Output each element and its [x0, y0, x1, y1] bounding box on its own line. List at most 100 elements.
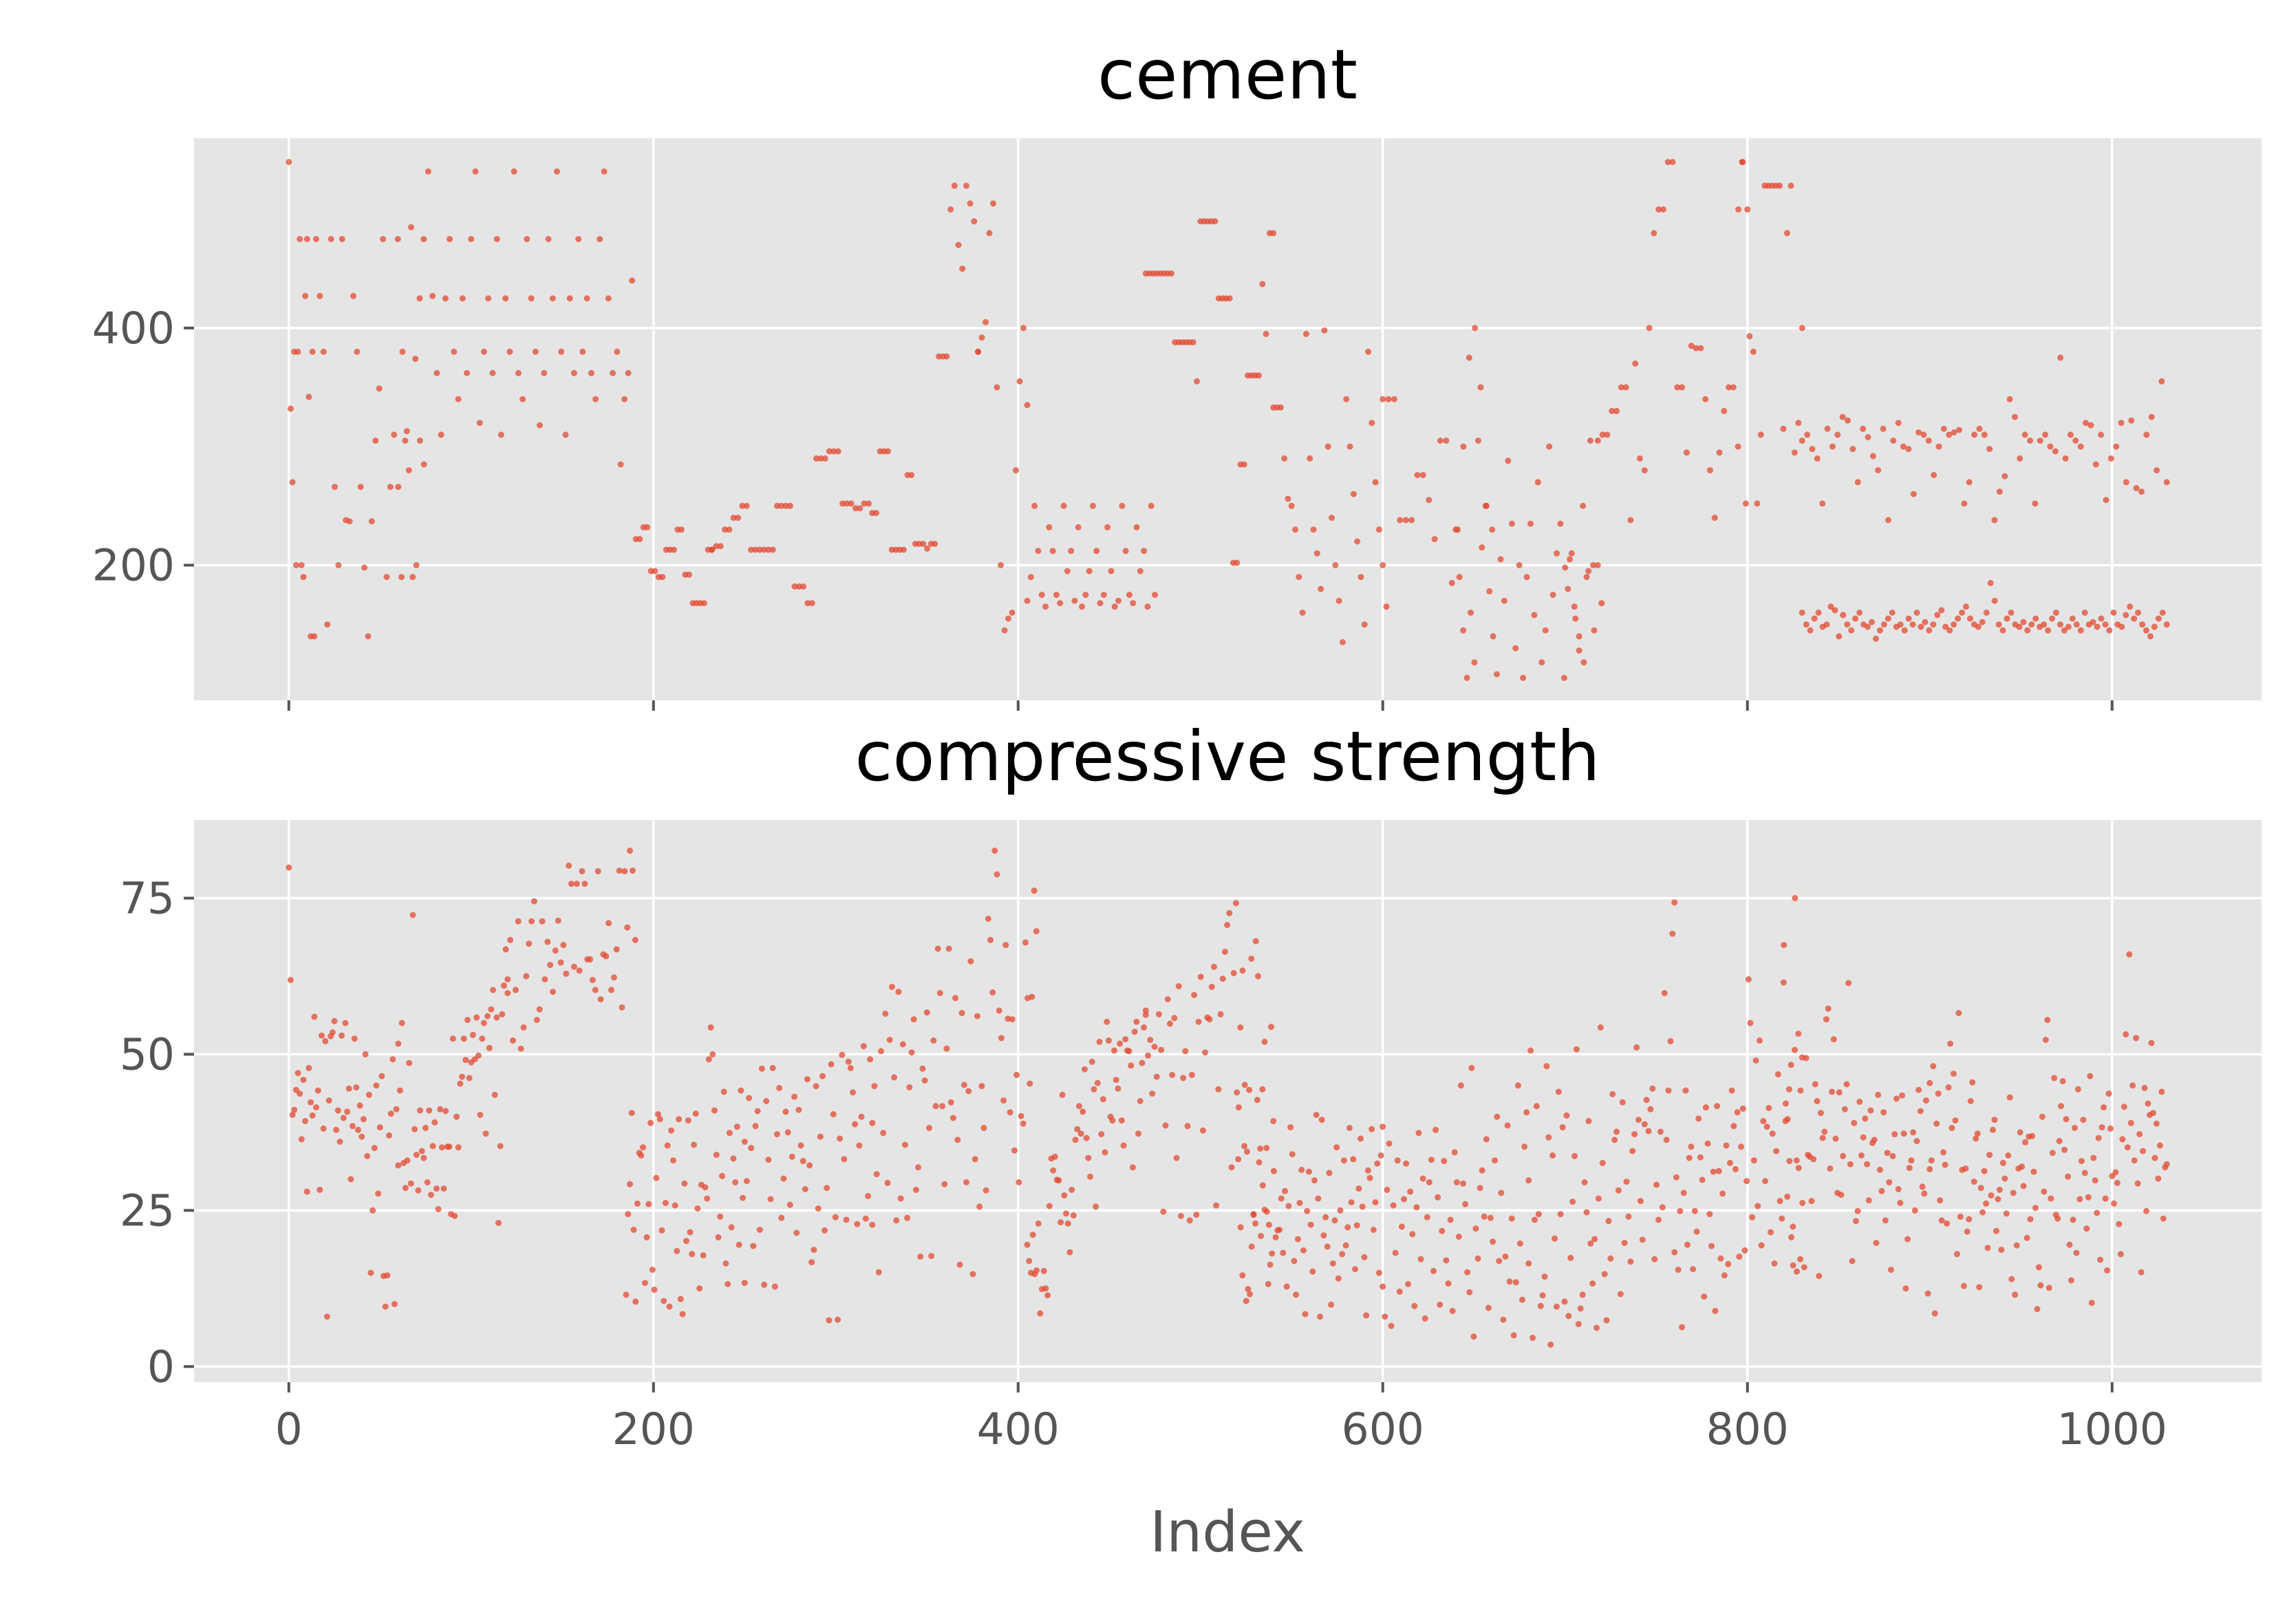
- data-point: [1955, 427, 1962, 433]
- data-point: [287, 405, 294, 412]
- data-point: [2066, 1241, 2073, 1248]
- data-point: [1519, 1296, 1525, 1303]
- data-point: [1542, 627, 1549, 634]
- data-point: [2037, 438, 2043, 444]
- data-point: [1750, 348, 1757, 355]
- data-point: [1732, 1165, 1739, 1172]
- data-point: [2158, 1088, 2165, 1095]
- data-point: [1691, 1207, 1698, 1214]
- data-point: [383, 574, 390, 581]
- data-point: [679, 1311, 686, 1317]
- data-point: [1272, 1234, 1279, 1240]
- data-point: [1966, 1216, 1973, 1223]
- data-point: [826, 448, 833, 455]
- data-point: [906, 1084, 913, 1090]
- data-point: [1580, 502, 1587, 509]
- data-point: [1693, 1228, 1700, 1235]
- data-point: [837, 1135, 844, 1142]
- data-point: [1623, 1179, 1630, 1185]
- data-point: [1858, 1152, 1865, 1159]
- data-point: [1735, 443, 1741, 450]
- data-point: [550, 989, 556, 996]
- data-point: [380, 236, 387, 242]
- data-point: [464, 369, 471, 376]
- data-point: [1042, 603, 1049, 610]
- data-point: [1595, 1195, 1602, 1202]
- data-point: [830, 448, 837, 455]
- data-point: [1472, 325, 1479, 332]
- data-point: [1797, 1087, 1804, 1094]
- data-point: [1120, 1142, 1127, 1149]
- data-point: [429, 1143, 436, 1150]
- data-point: [1049, 548, 1056, 555]
- data-point: [1261, 1038, 1268, 1045]
- data-point: [512, 987, 519, 993]
- data-point: [2110, 610, 2117, 616]
- data-point: [314, 1087, 321, 1094]
- data-point: [1094, 1079, 1101, 1086]
- data-point: [1016, 378, 1023, 385]
- data-point: [2048, 1195, 2054, 1202]
- data-point: [767, 1196, 774, 1203]
- data-point: [806, 1162, 813, 1169]
- data-point: [1498, 1190, 1505, 1196]
- data-point: [420, 461, 427, 468]
- data-point: [1897, 621, 1904, 628]
- data-point: [331, 1018, 338, 1024]
- data-point: [1619, 1099, 1626, 1106]
- data-point: [661, 1298, 667, 1304]
- data-point: [971, 218, 978, 225]
- data-point: [1922, 1097, 1929, 1104]
- data-point: [750, 1242, 757, 1249]
- data-point: [1594, 1324, 1600, 1331]
- data-point: [1234, 1089, 1241, 1096]
- x-tick-label: 600: [1342, 1404, 1424, 1454]
- data-point: [1605, 1218, 1612, 1225]
- data-point: [1088, 1058, 1095, 1065]
- data-point: [967, 200, 974, 207]
- data-point: [996, 1007, 1002, 1014]
- data-point: [856, 1142, 863, 1149]
- data-point: [787, 502, 793, 509]
- data-point: [1986, 446, 1993, 453]
- data-point: [1372, 479, 1379, 486]
- data-point: [1996, 1186, 2003, 1193]
- data-point: [1485, 1304, 1492, 1311]
- data-point: [2021, 431, 2028, 438]
- data-point: [1135, 1130, 1141, 1137]
- data-point: [286, 864, 292, 871]
- data-point: [1910, 1129, 1917, 1136]
- data-point: [1876, 627, 1883, 634]
- data-point: [1512, 1279, 1519, 1286]
- data-point: [1788, 1234, 1794, 1240]
- data-point: [1946, 431, 1953, 438]
- data-point: [1773, 1148, 1780, 1154]
- data-point: [715, 1234, 722, 1240]
- data-point: [869, 1119, 876, 1126]
- data-point: [426, 1107, 433, 1114]
- data-point: [965, 1088, 972, 1095]
- data-point: [1477, 384, 1484, 391]
- data-point: [1719, 1190, 1726, 1197]
- data-point: [815, 1205, 822, 1212]
- data-point: [1744, 206, 1751, 213]
- data-point: [1537, 1302, 1544, 1309]
- data-point: [1604, 431, 1611, 438]
- data-point: [1782, 1100, 1789, 1107]
- data-point: [391, 431, 398, 438]
- data-point: [1777, 1198, 1783, 1205]
- data-point: [967, 958, 974, 965]
- data-point: [1340, 1157, 1347, 1164]
- data-point: [581, 881, 588, 887]
- data-point: [1690, 1266, 1697, 1273]
- data-point: [725, 1281, 731, 1287]
- data-point: [1535, 1211, 1542, 1218]
- data-point: [689, 1251, 696, 1258]
- data-point: [1702, 1104, 1709, 1111]
- data-point: [1077, 1130, 1084, 1137]
- data-point: [1497, 556, 1504, 563]
- data-point: [630, 1227, 637, 1233]
- data-point: [1452, 526, 1459, 533]
- data-point: [645, 1201, 652, 1207]
- data-point: [528, 295, 535, 302]
